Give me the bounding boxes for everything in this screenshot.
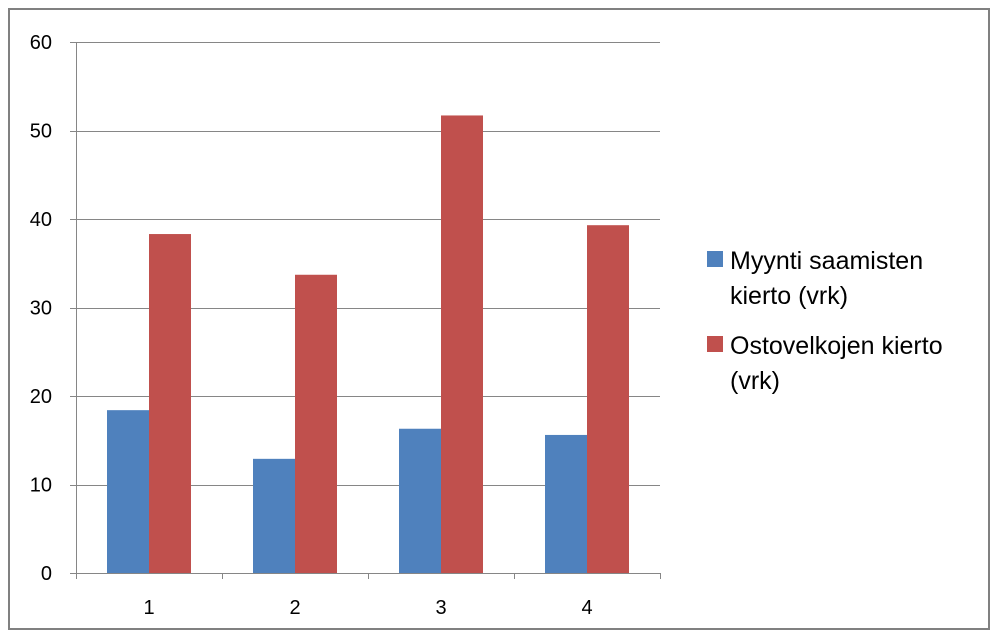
- x-tick-label: 1: [143, 597, 154, 619]
- x-tick-label: 2: [289, 597, 300, 619]
- bar-ostovelat-3: [441, 115, 483, 573]
- legend-swatch: [707, 336, 723, 352]
- y-tick-label: 30: [30, 298, 52, 320]
- bar-ostovelat-4: [587, 225, 629, 573]
- y-tick-label: 40: [30, 209, 52, 231]
- y-tick-label: 0: [41, 563, 52, 585]
- bar-myynti-3: [399, 428, 441, 573]
- x-tick-label: 4: [581, 597, 592, 619]
- legend-swatch: [707, 251, 723, 267]
- y-tick-labels: 0 10 20 30 40 50 60: [30, 32, 52, 585]
- bar-myynti-1: [107, 410, 149, 573]
- legend-label: Ostovelkojen kierto (vrk): [730, 332, 943, 395]
- bar-ostovelat-1: [149, 234, 191, 574]
- y-tick-label: 20: [30, 386, 52, 408]
- legend: Myynti saamisten kierto (vrk) Ostovelkojen…: [707, 247, 943, 395]
- legend-label: Myynti saamisten kierto (vrk): [730, 247, 923, 310]
- y-tick-label: 10: [30, 475, 52, 497]
- bar-ostovelat-2: [295, 274, 337, 573]
- axes: [70, 42, 661, 579]
- x-tick-label: 3: [435, 597, 446, 619]
- bar-myynti-2: [253, 458, 295, 573]
- x-tick-labels: 1 2 3 4: [143, 597, 592, 619]
- bar-myynti-4: [545, 434, 587, 573]
- y-tick-label: 60: [30, 32, 52, 54]
- bars: [107, 115, 629, 574]
- y-tick-label: 50: [30, 121, 52, 143]
